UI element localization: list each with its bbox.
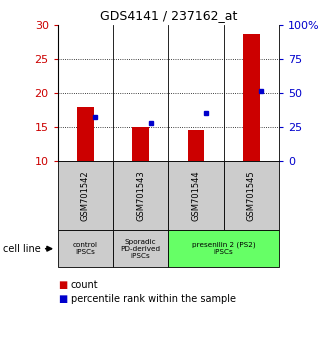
Text: GSM701544: GSM701544: [191, 170, 200, 221]
Text: GSM701542: GSM701542: [81, 170, 90, 221]
Bar: [168, 161, 224, 230]
Bar: [113, 161, 168, 230]
Bar: [168, 230, 279, 267]
Bar: [113, 230, 168, 267]
Text: GSM701545: GSM701545: [247, 170, 256, 221]
Text: ■: ■: [58, 294, 67, 304]
Title: GDS4141 / 237162_at: GDS4141 / 237162_at: [100, 9, 237, 22]
Text: presenilin 2 (PS2)
iPSCs: presenilin 2 (PS2) iPSCs: [192, 242, 255, 256]
Bar: [58, 230, 113, 267]
Bar: [58, 161, 113, 230]
Text: count: count: [71, 280, 99, 290]
Bar: [223, 161, 279, 230]
Text: GSM701543: GSM701543: [136, 170, 145, 221]
Bar: [132, 127, 149, 161]
Text: control
IPSCs: control IPSCs: [73, 242, 98, 255]
Text: percentile rank within the sample: percentile rank within the sample: [71, 294, 236, 304]
Bar: [188, 130, 204, 161]
Text: Sporadic
PD-derived
iPSCs: Sporadic PD-derived iPSCs: [120, 239, 161, 259]
Bar: [77, 107, 94, 161]
Text: cell line: cell line: [3, 244, 41, 254]
Bar: [243, 34, 259, 161]
Text: ■: ■: [58, 280, 67, 290]
